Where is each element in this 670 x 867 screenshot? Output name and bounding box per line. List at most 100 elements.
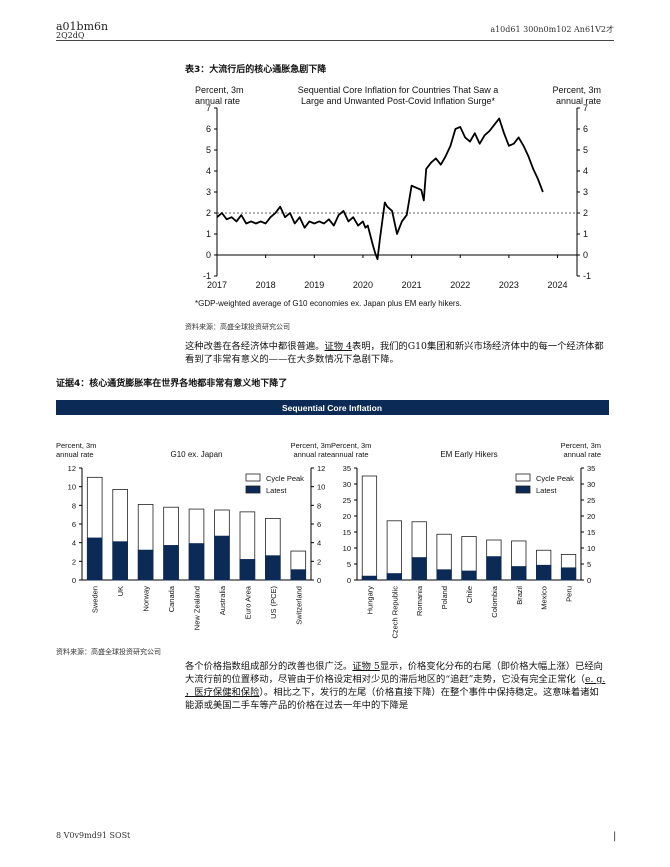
chart1-right-ytick-label: 6 — [583, 124, 588, 134]
chart1-xtick-label: 2017 — [207, 280, 227, 290]
paragraph-1-text-a: 这种改善在各经济体中都很普遍。 — [185, 341, 325, 352]
paragraph-1: 这种改善在各经济体中都很普遍。证物 4表明，我们的G10集团和新兴市场经济体中的… — [185, 340, 605, 366]
bar-category-label: Peru — [565, 586, 574, 602]
bar-left-ytick-label: 10 — [343, 544, 351, 553]
bar-left-ylabel: Percent, 3m — [56, 441, 96, 450]
bar-latest — [265, 555, 281, 581]
bar-latest — [461, 570, 477, 581]
page-footer: 8 V0v9md91 SOSt — [56, 831, 131, 840]
figure4-label: 证据4：核心通货膨胀率在世界各地都非常有意义地下降了 — [56, 379, 288, 389]
chart1-xtick-label: 2023 — [499, 280, 519, 290]
legend-label: Latest — [536, 486, 557, 495]
bar-left-ytick-label: 10 — [68, 483, 76, 492]
bar-latest — [214, 535, 230, 581]
bar-latest — [436, 569, 452, 581]
bar-left-ytick-label: 0 — [347, 576, 351, 585]
bar-category-label: Chile — [465, 586, 474, 603]
bar-latest — [86, 537, 103, 581]
bar-left-ytick-label: 15 — [343, 528, 351, 537]
chart1-right-ytick-label: 2 — [583, 208, 588, 218]
exhibit-4-link[interactable]: 证物 4 — [324, 341, 352, 352]
chart1-left-ytick-label: 3 — [206, 187, 211, 197]
bar-right-ytick-label: 10 — [587, 544, 595, 553]
chart1-xtick-label: 2022 — [450, 280, 470, 290]
bar-right-ytick-label: 2 — [317, 557, 321, 566]
bar-latest — [163, 545, 179, 581]
bar-latest — [361, 575, 378, 581]
healthcare-insurance-link[interactable]: e. g. ，医疗保健和保险 — [185, 674, 606, 698]
bar-latest — [411, 557, 427, 581]
bar-latest — [386, 573, 402, 581]
chart1-right-ytick-label: 1 — [583, 229, 588, 239]
paragraph-2-text-a: 各个价格指数组成部分的改善也很广泛。 — [185, 661, 353, 672]
bar-left-ytick-label: 4 — [72, 539, 76, 548]
bar-category-label: Colombia — [490, 585, 499, 618]
bar-left-ylabel: annual rate — [56, 450, 94, 459]
bar-left-ytick-label: 2 — [72, 557, 76, 566]
figure4-source: 资料来源：高盛全球投资研究公司 — [56, 648, 161, 656]
bar-right-ytick-label: 12 — [317, 464, 325, 473]
chart1-left-ylabel-line2: annual rate — [195, 96, 240, 106]
page-header: a01bm6n 2Q2dQ a10d61 300n0m102 An61V2才 — [56, 20, 614, 40]
bar-cycle-peak — [386, 520, 402, 581]
figure3-label: 表3：大流行后的核心通胀急剧下降 — [185, 65, 327, 75]
chart1-right-ylabel-line2: annual rate — [556, 96, 601, 106]
chart1-xtick-label: 2020 — [353, 280, 373, 290]
bar-left-ytick-label: 6 — [72, 520, 76, 529]
bar-latest — [239, 559, 256, 581]
bar-right-ytick-label: 8 — [317, 501, 321, 510]
chart1-left-ytick-label: 2 — [206, 208, 211, 218]
chart1-title-line2: Large and Unwanted Post-Covid Inflation … — [301, 96, 496, 106]
bar-latest — [536, 564, 552, 581]
exhibit-5-link[interactable]: 证物 5 — [352, 661, 380, 672]
chart1-left-ytick-label: 6 — [206, 124, 211, 134]
paragraph-2: 各个价格指数组成部分的改善也很广泛。证物 5显示，价格变化分布的右尾（即价格大幅… — [185, 660, 607, 712]
legend-label: Cycle Peak — [266, 474, 304, 483]
footer-marker: | — [613, 831, 617, 842]
chart1-left-ytick-label: 0 — [206, 250, 211, 260]
chart1-right-ytick-label: 4 — [583, 166, 588, 176]
bar-latest — [511, 566, 527, 581]
bar-left-ytick-label: 8 — [72, 501, 76, 510]
bar-latest — [137, 549, 154, 581]
paragraph-1-text-b: 表明，我们的G10集团和新兴市场经济体中的每一个经济体都看到了非常有意义的——在… — [185, 341, 604, 365]
bar-left-ytick-label: 35 — [343, 464, 351, 473]
chart1-left-ytick-label: 4 — [206, 166, 211, 176]
chart-banner — [56, 400, 609, 415]
chart1-left-ytick-label: 7 — [206, 103, 211, 113]
chart1-left-ytick-label: 1 — [206, 229, 211, 239]
bar-cycle-peak — [361, 475, 378, 581]
header-divider — [56, 40, 614, 41]
bar-latest — [560, 567, 577, 581]
legend-swatch — [245, 473, 261, 482]
bar-right-ytick-label: 0 — [317, 576, 321, 585]
chart1-series-line — [216, 117, 544, 261]
header-right: a10d61 300n0m102 An61V2才 — [490, 25, 614, 34]
legend-label: Latest — [266, 486, 287, 495]
chart1-footnote: *GDP-weighted average of G10 economies e… — [195, 299, 462, 308]
bar-category-label: Czech Republic — [390, 586, 399, 639]
chart1-right-ylabel-line1: Percent, 3m — [552, 85, 601, 95]
bar-right-ylabel: Percent, 3m — [561, 441, 601, 450]
chart1-right-ytick-label: 7 — [583, 103, 588, 113]
bar-chart-title: G10 ex. Japan — [170, 450, 222, 459]
bar-category-label: New Zealand — [193, 586, 202, 630]
bar-category-label: Australia — [218, 585, 227, 615]
chart1-xtick-label: 2024 — [548, 280, 568, 290]
bar-category-label: Poland — [440, 586, 449, 609]
bar-category-label: Mexico — [540, 586, 549, 610]
bar-category-label: Brazil — [515, 586, 524, 605]
bar-right-ytick-label: 10 — [317, 483, 325, 492]
bar-left-ylabel: Percent, 3m — [331, 441, 371, 450]
chart1-title-line1: Sequential Core Inflation for Countries … — [298, 85, 498, 95]
bar-right-ytick-label: 25 — [587, 496, 595, 505]
bar-chart-title: EM Early Hikers — [440, 450, 497, 459]
bar-left-ytick-label: 20 — [343, 512, 351, 521]
header-left-line1: a01bm6n — [56, 20, 109, 33]
chart1-right-ytick-label: 0 — [583, 250, 588, 260]
bar-right-ytick-label: 20 — [587, 512, 595, 521]
legend-swatch — [515, 485, 531, 494]
chart1-right-ytick-label: 5 — [583, 145, 588, 155]
chart1-left-ytick-label: -1 — [203, 271, 211, 281]
chart-banner-title: Sequential Core Inflation — [282, 403, 382, 413]
